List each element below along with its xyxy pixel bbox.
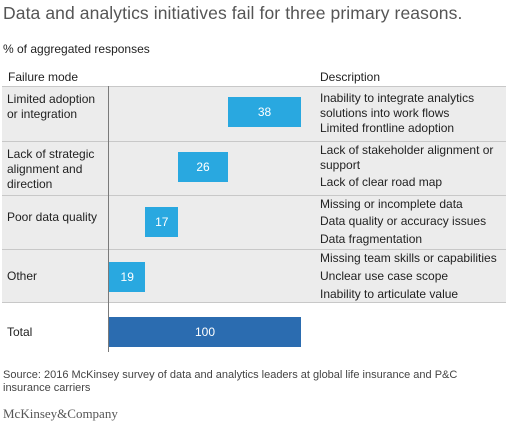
total-label: Total (7, 325, 33, 339)
row-divider (2, 141, 506, 142)
column-header-failure-mode: Failure mode (8, 70, 79, 84)
description-item: Data quality or accuracy issues (320, 214, 487, 228)
failure-mode-label: Poor data quality (7, 210, 98, 224)
failure-mode-label: Limited adoption or integration (7, 92, 96, 121)
description-item: Missing team skills or capabilities (320, 251, 497, 265)
chart-axis-line (108, 86, 109, 352)
description-item: Lack of clear road map (320, 175, 443, 189)
bar-poor-data-quality: 17 (145, 207, 179, 237)
row-band-poor-data-quality (2, 196, 506, 249)
source-note: Source: 2016 McKinsey survey of data and… (3, 369, 458, 394)
description-item: Unclear use case scope (320, 269, 449, 283)
description-item: Inability to integrate analytics solutio… (320, 91, 475, 120)
chart-subtitle: % of aggregated responses (3, 42, 150, 56)
row-divider (2, 195, 506, 196)
chart-title: Data and analytics initiatives fail for … (3, 3, 463, 23)
failure-mode-label: Lack of strategic alignment and directio… (7, 147, 95, 191)
description-item: Data fragmentation (320, 232, 423, 246)
bar-total: 100 (109, 317, 301, 347)
row-divider (2, 302, 506, 303)
description-item: Inability to articulate value (320, 287, 459, 301)
description-item: Lack of stakeholder alignment or support (320, 143, 494, 172)
failure-mode-label: Other (7, 269, 38, 283)
row-band-other (2, 250, 506, 302)
row-band-strategic-alignment (2, 142, 506, 195)
bar-limited-adoption: 38 (228, 97, 301, 127)
header-divider (2, 86, 506, 87)
brand-logo: McKinsey&Company (3, 406, 118, 421)
bar-other: 19 (109, 262, 146, 292)
bar-strategic-alignment: 26 (178, 152, 229, 182)
description-item: Missing or incomplete data (320, 197, 463, 211)
row-divider (2, 249, 506, 250)
description-item: Limited frontline adoption (320, 121, 455, 135)
column-header-description: Description (320, 70, 381, 84)
